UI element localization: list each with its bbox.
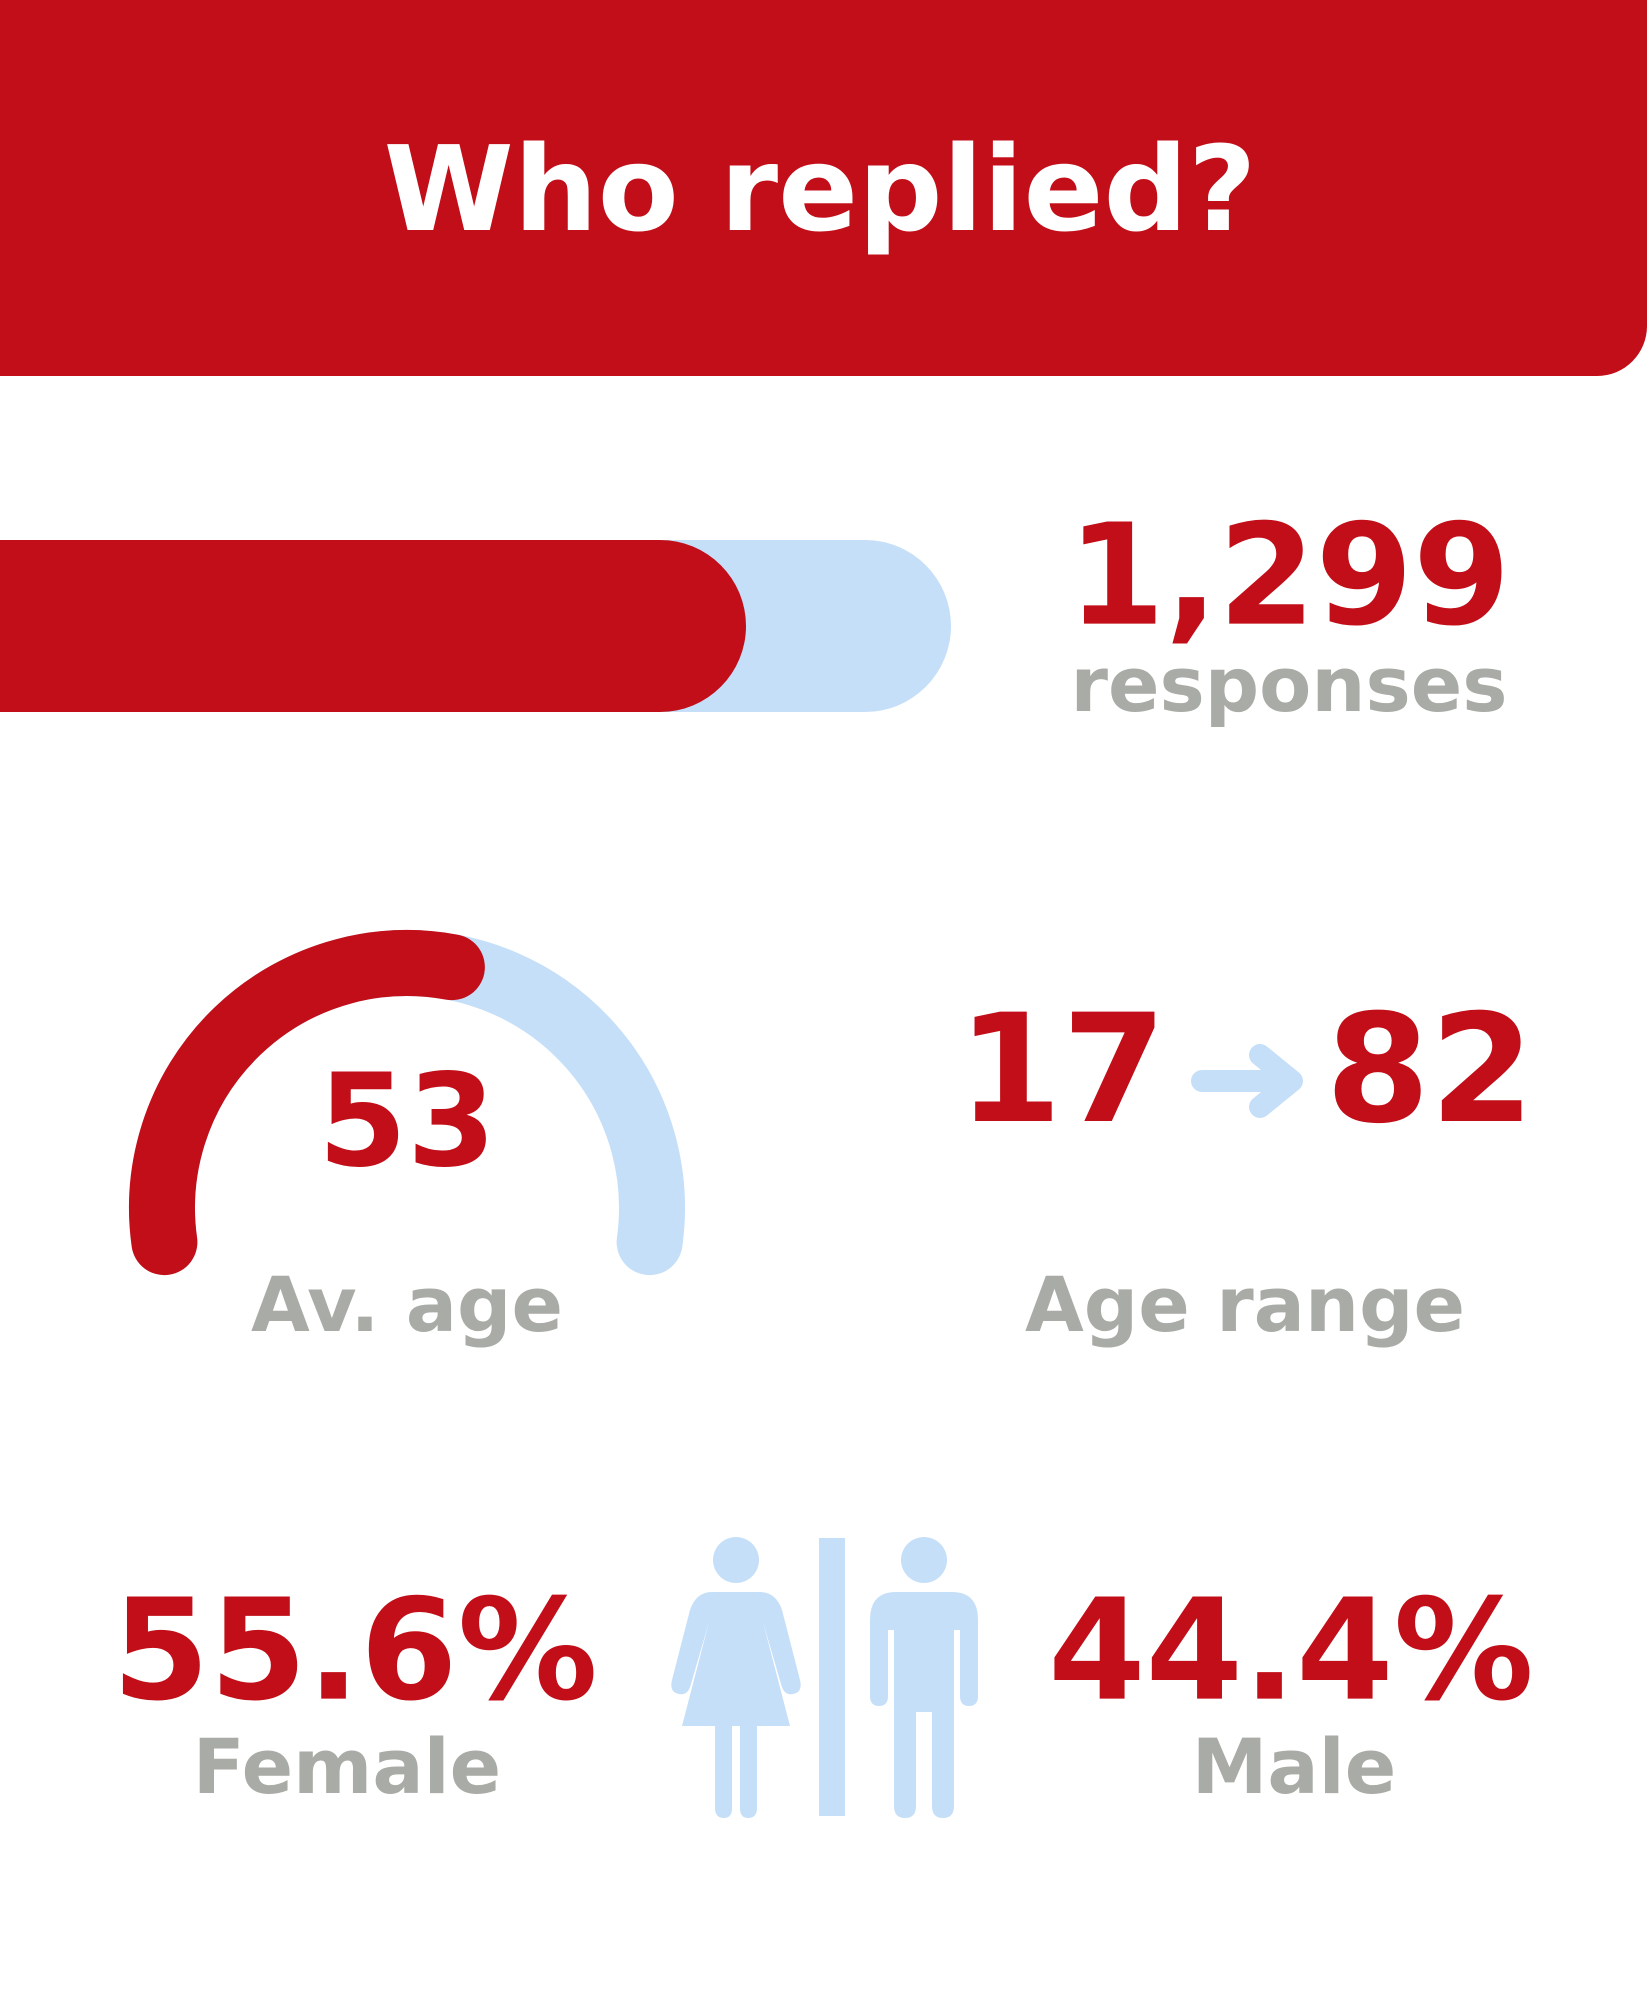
gauge-fill [129, 930, 485, 1276]
female-label: Female [193, 1722, 501, 1811]
age-gauge [129, 930, 685, 1276]
responses-label: responses [1071, 640, 1508, 729]
title: Who replied? [384, 120, 1257, 258]
average-age-label: Av. age [251, 1260, 563, 1349]
header-band [0, 0, 1647, 376]
male-share: 44.4% [1048, 1570, 1534, 1733]
age-min: 17 [958, 983, 1167, 1157]
bar-fill [0, 540, 746, 712]
responses-count: 1,299 [1068, 495, 1511, 658]
age-range-label: Age range [1025, 1260, 1465, 1349]
female-share: 55.6% [112, 1570, 598, 1733]
male-label: Male [1192, 1722, 1397, 1811]
gender-icons [671, 1537, 978, 1818]
average-age: 53 [318, 1047, 496, 1196]
age-max: 82 [1326, 983, 1535, 1157]
arrow [1191, 1044, 1303, 1118]
